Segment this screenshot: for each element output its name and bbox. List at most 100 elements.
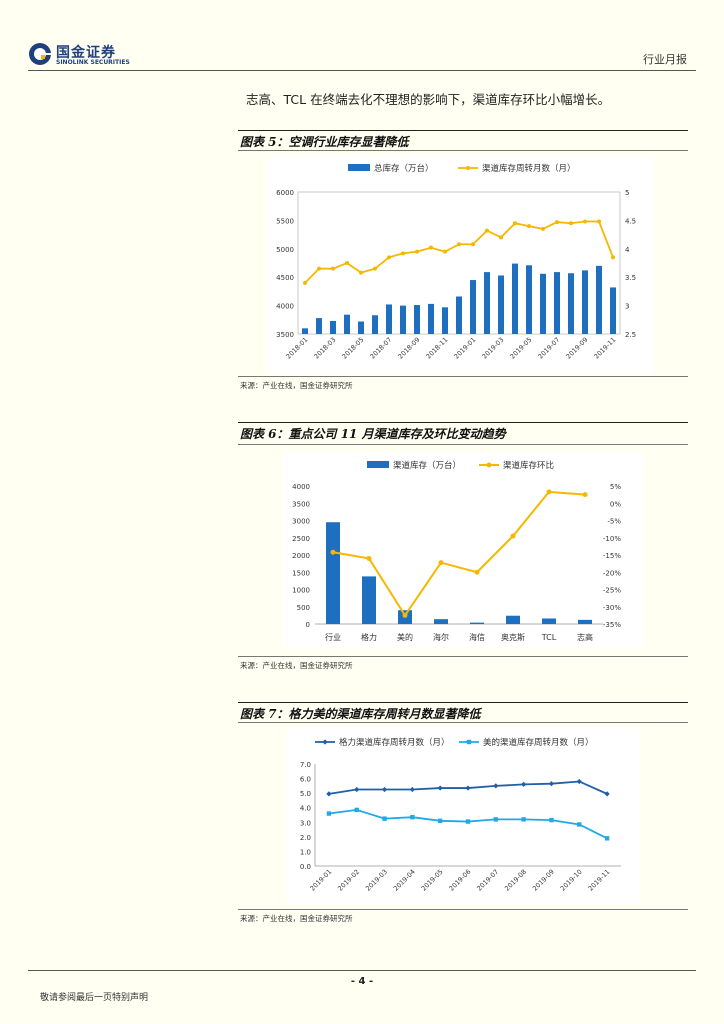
left-axis-tick-label: 5500	[276, 217, 294, 225]
left-axis-tick-label: 3500	[292, 500, 310, 508]
y-axis-tick-label: 7.0	[300, 761, 311, 769]
bar-total-inventory	[358, 321, 364, 334]
x-axis-tick-label: 2018-09	[397, 336, 422, 361]
y-axis-tick-label: 1.0	[300, 848, 311, 856]
figure6-title: 图表 6：重点公司 11 月渠道库存及环比变动趋势	[240, 427, 506, 441]
series-marker	[437, 785, 443, 791]
line-point	[366, 555, 372, 561]
right-axis-tick-label: 3.5	[625, 274, 636, 282]
bar-total-inventory	[442, 307, 448, 334]
left-axis-tick-label: 4000	[292, 483, 310, 491]
x-axis-tick-label: 2019-04	[392, 868, 417, 893]
bar-channel-inventory	[542, 618, 556, 624]
x-axis-tick-label: 2019-01	[453, 336, 478, 361]
series-marker	[521, 817, 526, 822]
right-axis-tick-label: 4.5	[625, 217, 636, 225]
x-axis-category-label: 奥克斯	[501, 632, 525, 642]
right-axis-tick-label: -10%	[603, 535, 621, 543]
left-axis-tick-label: 6000	[276, 189, 294, 197]
line-point	[597, 219, 601, 224]
legend-line-label: 渠道库存周转月数（月）	[482, 163, 576, 174]
x-axis-tick-label: 2019-08	[503, 868, 528, 893]
bar-channel-inventory	[506, 615, 520, 624]
line-point	[387, 255, 391, 260]
figure7-source: 来源：产业在线，国金证券研究所	[240, 914, 353, 923]
line-point	[510, 533, 516, 539]
bar-total-inventory	[484, 272, 490, 334]
bar-total-inventory	[610, 287, 616, 334]
bar-channel-inventory	[362, 576, 376, 624]
left-axis-tick-label: 2000	[292, 552, 310, 560]
figure7-bottom-rule	[238, 909, 688, 910]
intro-paragraph: 志高、TCL 在终端去化不理想的影响下，渠道库存环比小幅增长。	[246, 92, 611, 107]
left-axis-tick-label: 5000	[276, 246, 294, 254]
x-axis-tick-label: 2018-11	[425, 336, 450, 361]
figure6-bottom-rule	[238, 656, 688, 657]
y-axis-tick-label: 6.0	[300, 776, 311, 784]
x-axis-category-label: 美的	[397, 632, 413, 642]
footer-divider	[28, 970, 696, 971]
figure5-source: 来源：产业在线，国金证券研究所	[240, 381, 353, 390]
series-marker	[521, 781, 527, 787]
legend-bar-swatch	[367, 461, 389, 468]
bar-total-inventory	[400, 305, 406, 334]
series-marker	[493, 783, 499, 789]
right-axis-tick-label: 5	[625, 189, 629, 197]
line-point	[485, 228, 489, 233]
bar-total-inventory	[582, 270, 588, 334]
series-marker	[410, 814, 415, 820]
legend-line-label: 渠道库存环比	[503, 460, 554, 471]
series-marker	[382, 816, 387, 821]
footer-disclaimer: 敬请参阅最后一页特别声明	[40, 993, 149, 1003]
right-axis-tick-label: -15%	[603, 552, 621, 560]
left-axis-tick-label: 3500	[276, 331, 294, 339]
x-axis-category-label: 格力	[361, 632, 377, 642]
line-point	[541, 226, 545, 231]
y-axis-tick-label: 0.0	[300, 863, 311, 871]
x-axis-tick-label: 2018-03	[313, 336, 338, 361]
figure5-chart: 3500 4000 4500 5000 5500 6000 2.5 3 3.5 4 4.5 5 2018…	[268, 156, 654, 374]
right-axis-tick-label: -20%	[603, 569, 621, 577]
right-axis-tick-label: -5%	[607, 518, 621, 526]
line-point	[582, 492, 588, 498]
x-axis-tick-label: 2019-05	[509, 336, 534, 361]
line-point	[415, 249, 419, 254]
left-axis-tick-label: 1000	[292, 587, 310, 595]
bar-channel-inventory	[578, 619, 592, 624]
x-axis-tick-label: 2019-07	[475, 868, 500, 893]
figure5-top-rule	[238, 130, 688, 131]
series-line	[328, 808, 608, 840]
series-marker	[549, 817, 554, 823]
bar-total-inventory	[554, 272, 560, 334]
line-point	[471, 242, 475, 247]
bar-total-inventory	[456, 296, 462, 334]
x-axis-tick-label: 2019-11	[587, 868, 612, 893]
line-mom-change	[332, 490, 586, 618]
x-axis-category-label: 海尔	[433, 632, 449, 642]
legend-bar-swatch	[348, 164, 370, 171]
x-axis-tick-label: 2019-05	[420, 868, 445, 893]
x-axis-tick-label: 2018-05	[341, 336, 366, 361]
figure5-title: 图表 5：空调行业库存显著降低	[240, 135, 409, 149]
x-axis-tick-label: 2019-09	[531, 868, 556, 893]
legend-midea-marker	[466, 739, 472, 745]
line-turnover-months	[304, 220, 614, 284]
line-point	[331, 266, 335, 271]
series-marker	[493, 817, 499, 822]
line-point	[474, 569, 480, 575]
series-marker	[465, 785, 471, 791]
bar-total-inventory	[568, 273, 574, 334]
legend-gree-label: 格力渠道库存周转月数（月）	[339, 737, 450, 748]
series-marker	[548, 781, 555, 787]
left-axis-tick-label: 500	[297, 604, 310, 612]
series-marker	[381, 786, 388, 793]
bar-total-inventory	[470, 280, 476, 334]
x-axis-tick-label: 2019-07	[537, 336, 562, 361]
bar-total-inventory	[526, 265, 532, 334]
line-point	[373, 266, 377, 271]
line-point	[457, 242, 461, 247]
x-axis-tick-label: 2019-01	[308, 868, 333, 893]
line-point	[513, 221, 517, 226]
x-axis-tick-label: 2019-10	[559, 868, 584, 893]
